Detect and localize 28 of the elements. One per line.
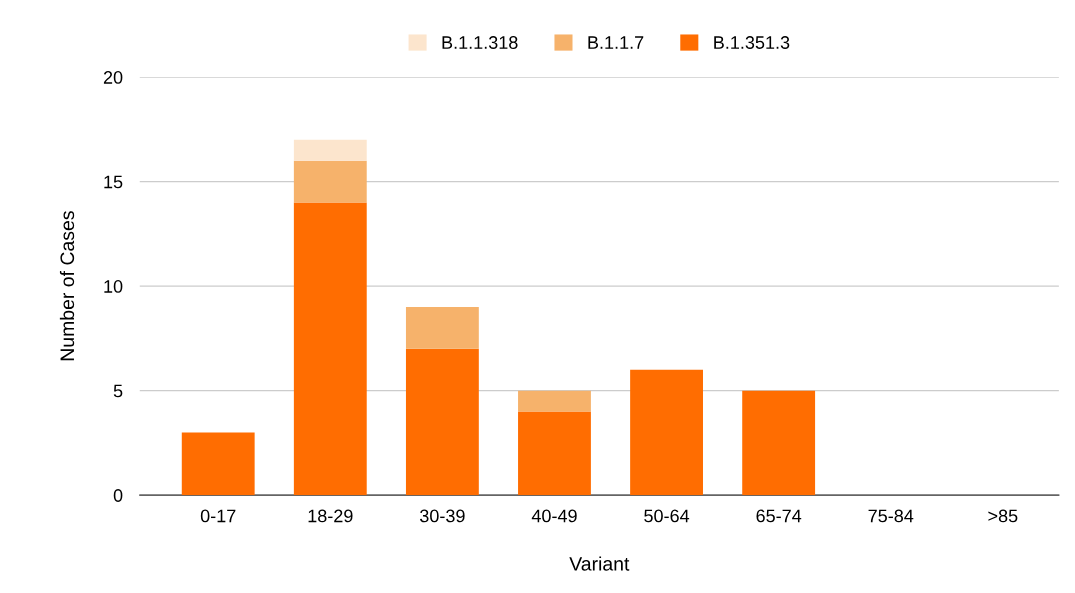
x-tick-label: 50-64 bbox=[644, 509, 690, 523]
bar bbox=[518, 390, 591, 412]
x-tick-label: 75-84 bbox=[868, 509, 914, 523]
bar bbox=[630, 369, 703, 496]
bar bbox=[405, 307, 479, 349]
y-axis-title: Number of Cases bbox=[59, 211, 75, 361]
x-tick-label: 30-39 bbox=[419, 509, 465, 523]
bar bbox=[181, 432, 255, 496]
y-tick-label: 5 bbox=[113, 384, 123, 398]
legend-label: B.1.1.318 bbox=[442, 36, 518, 49]
bar bbox=[405, 348, 479, 496]
bar bbox=[293, 202, 367, 496]
bar bbox=[293, 139, 367, 161]
bar bbox=[293, 160, 367, 203]
y-tick-label: 10 bbox=[104, 280, 123, 293]
bar bbox=[742, 390, 816, 496]
x-tick-label: >85 bbox=[988, 509, 1018, 523]
legend-label: B.1.1.7 bbox=[588, 36, 644, 49]
bar bbox=[518, 411, 591, 496]
x-tick-label: 18-29 bbox=[308, 509, 353, 523]
legend-label: B.1.351.3 bbox=[714, 36, 790, 49]
x-tick-label: 65-74 bbox=[756, 509, 802, 523]
x-tick-label: 40-49 bbox=[531, 509, 577, 523]
y-tick-label: 15 bbox=[104, 175, 123, 189]
y-tick-label: 20 bbox=[103, 71, 123, 84]
x-tick-label: 0-17 bbox=[200, 509, 236, 523]
x-axis-title: Variant bbox=[569, 556, 630, 571]
y-tick-label: 0 bbox=[113, 489, 123, 502]
